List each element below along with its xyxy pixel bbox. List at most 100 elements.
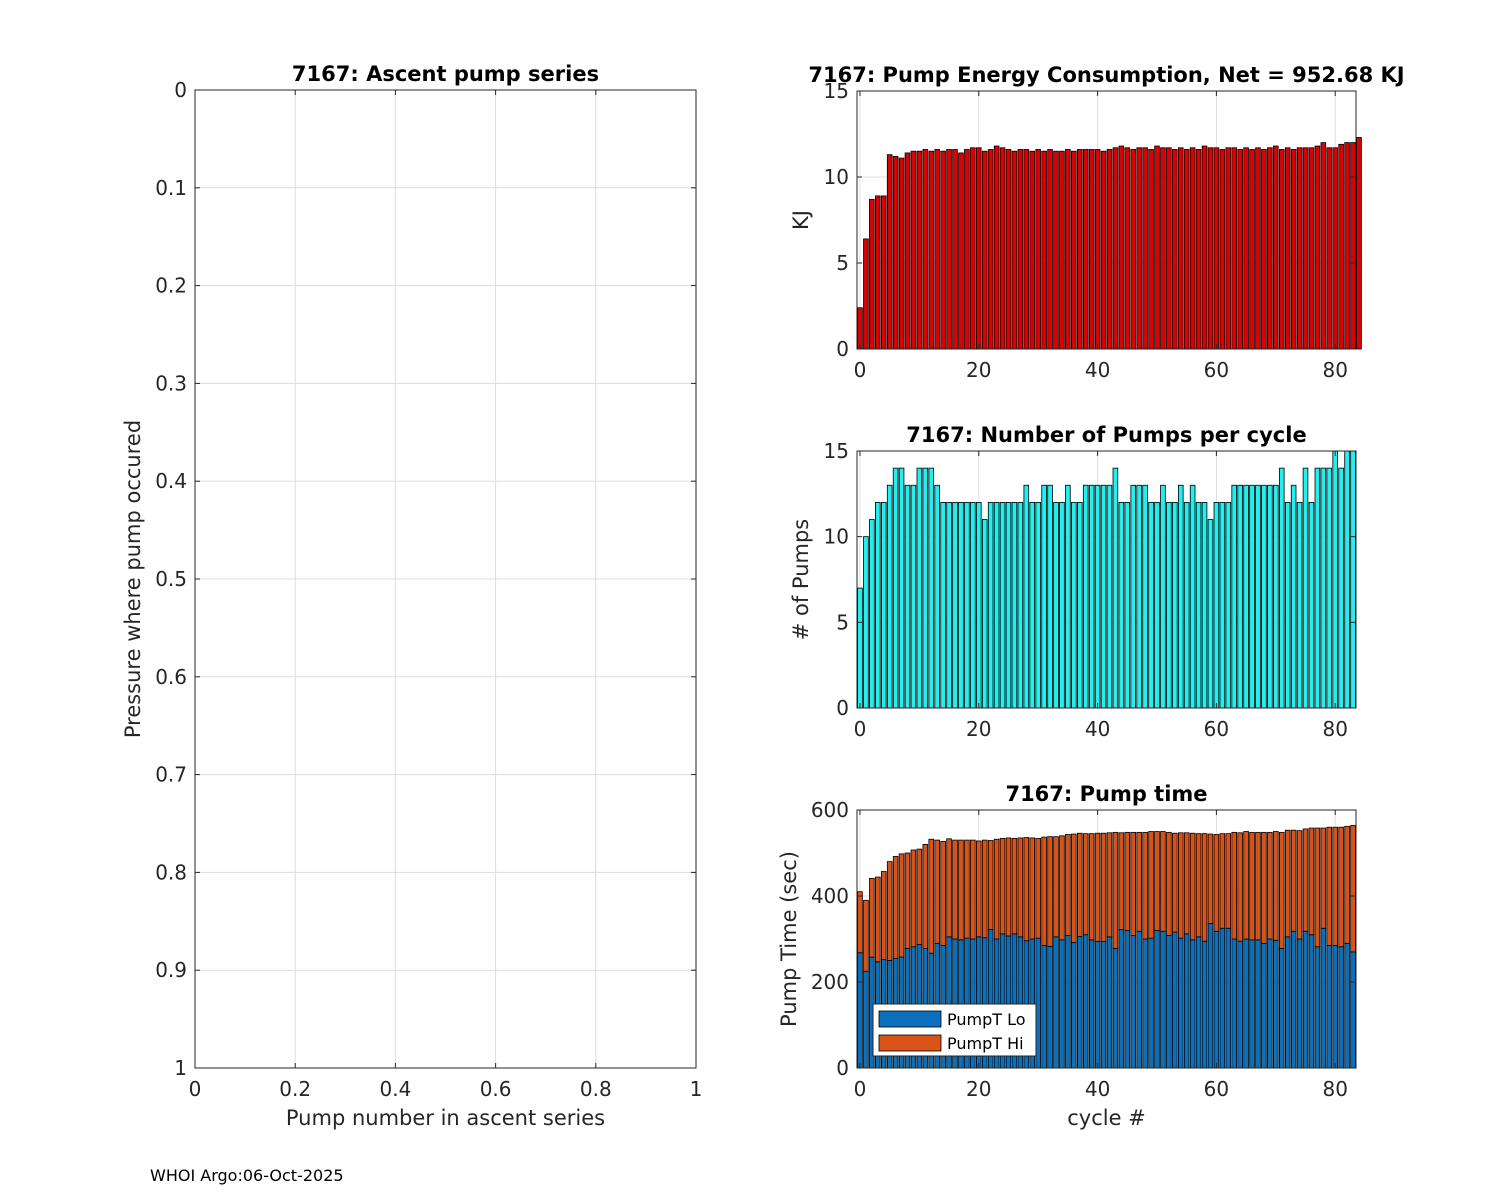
pumps-bar	[1172, 501, 1178, 709]
pumptime-ytick-label: 400	[811, 884, 849, 908]
pumptime-bar-hi	[999, 837, 1006, 935]
energy-bar	[1029, 150, 1036, 350]
pumptime-bar-hi	[952, 839, 958, 940]
ascent-ytick-label: 0	[174, 78, 187, 102]
energy-bar	[863, 238, 869, 350]
pumps-bar	[1177, 484, 1184, 709]
energy-bar	[910, 150, 917, 350]
pumptime-bar-lo	[1065, 935, 1071, 1069]
energy-xtick-label: 0	[854, 358, 867, 382]
pumptime-bar-hi	[1326, 826, 1333, 946]
energy-bar	[1035, 149, 1041, 350]
pumptime-bar-lo	[1320, 927, 1327, 1069]
pumptime-bar-hi	[1255, 831, 1261, 941]
energy-bar	[1213, 147, 1220, 350]
pumps-bar	[1278, 467, 1285, 709]
ascent-xtick-label: 0.4	[379, 1077, 411, 1101]
pumptime-bar-lo	[1059, 939, 1065, 1069]
energy-bar	[1047, 149, 1053, 350]
energy-bar	[1065, 149, 1071, 350]
pumps-bar	[928, 467, 935, 709]
energy-bar	[1237, 149, 1243, 350]
pumptime-ytick-label: 200	[811, 970, 849, 994]
pumps-bar	[1231, 484, 1237, 709]
energy-bar	[976, 147, 982, 350]
energy-bar	[1148, 149, 1154, 350]
pumptime-bar-hi	[1136, 831, 1142, 932]
energy-bar	[1207, 147, 1214, 350]
legend-swatch-lo	[878, 1010, 942, 1028]
pumptime-bar-lo	[1308, 934, 1315, 1069]
pumps-bar	[1130, 484, 1137, 709]
pumptime-bar-lo	[1172, 931, 1178, 1069]
energy-bar	[1344, 142, 1350, 350]
pumps-bar	[869, 519, 875, 709]
pumptime-bar-lo	[1136, 930, 1142, 1069]
energy-bar	[1296, 147, 1303, 350]
energy-bar	[1350, 142, 1356, 350]
energy-bar	[1356, 137, 1362, 350]
pumptime-bar-hi	[1094, 832, 1101, 942]
energy-bar	[981, 150, 988, 350]
pumptime-bar-lo	[1302, 930, 1309, 1069]
energy-bar	[1154, 145, 1160, 350]
pumptime-bar-lo	[1332, 945, 1338, 1069]
energy-bar	[1201, 145, 1208, 350]
pumptime-bar-hi	[1249, 831, 1255, 941]
pumptime-bar-lo	[1267, 938, 1273, 1069]
pumptime-bar-lo	[1290, 930, 1297, 1069]
pumptime-bar-hi	[940, 840, 946, 946]
energy-bar	[1225, 147, 1232, 350]
energy-bar	[1100, 150, 1107, 350]
pumptime-bar-lo	[1106, 936, 1113, 1069]
energy-bar	[1053, 150, 1059, 350]
pumptime-bar-lo	[1350, 951, 1356, 1069]
pumps-ytick-label: 0	[836, 696, 849, 720]
pumptime-bar-lo	[1082, 934, 1089, 1069]
energy-bar	[958, 152, 964, 350]
pumptime-bar-lo	[1296, 938, 1303, 1069]
pumptime-bar-hi	[1338, 826, 1344, 948]
pumptime-bar-hi	[1011, 837, 1018, 935]
pumps-bar	[1344, 450, 1350, 709]
ascent-xtick-label: 0	[189, 1077, 202, 1101]
energy-bar	[1278, 149, 1285, 350]
pumps-bar	[1290, 484, 1297, 709]
ascent-ytick-label: 0.7	[155, 763, 187, 787]
pumps-bar	[976, 501, 982, 709]
pumptime-bar-lo	[1094, 941, 1101, 1069]
pumptime-bar-hi	[1284, 829, 1291, 938]
pumptime-xtick-label: 80	[1322, 1077, 1347, 1101]
energy-bar	[857, 307, 863, 350]
energy-bar	[1088, 149, 1095, 350]
pumps-bar	[1338, 467, 1344, 709]
ascent-ytick-label: 0.6	[155, 665, 187, 689]
pumptime-bar-lo	[1314, 946, 1321, 1069]
energy-bar	[1118, 145, 1125, 350]
pumptime-bar-lo	[1160, 930, 1166, 1069]
energy-bar	[922, 149, 929, 350]
energy-bar	[875, 195, 881, 350]
energy-bar	[1219, 149, 1226, 350]
pumptime-bar-lo	[857, 952, 863, 1069]
pumps-bar	[1118, 501, 1125, 709]
pumptime-bar-hi	[1231, 831, 1237, 940]
pumptime-bar-hi	[1059, 835, 1065, 941]
pumptime-bar-lo	[1237, 940, 1243, 1069]
pumptime-bar-lo	[1225, 927, 1232, 1069]
energy-bar	[904, 152, 911, 350]
pumps-ytick-label: 15	[824, 439, 849, 463]
ascent-xtick-label: 0.2	[279, 1077, 311, 1101]
energy-bar	[1005, 149, 1012, 350]
pumps-bar	[1065, 484, 1071, 709]
pumps-bar	[1082, 484, 1089, 709]
energy-bar	[970, 147, 976, 350]
energy-bar	[892, 155, 899, 350]
energy-ytick-label: 10	[824, 165, 849, 189]
pumptime-bar-hi	[1172, 832, 1178, 933]
pumps-plot-area	[857, 451, 1356, 708]
pumptime-bar-hi	[1017, 837, 1024, 938]
ascent-ytick-label: 0.2	[155, 274, 187, 298]
pumptime-bar-hi	[1219, 833, 1226, 929]
